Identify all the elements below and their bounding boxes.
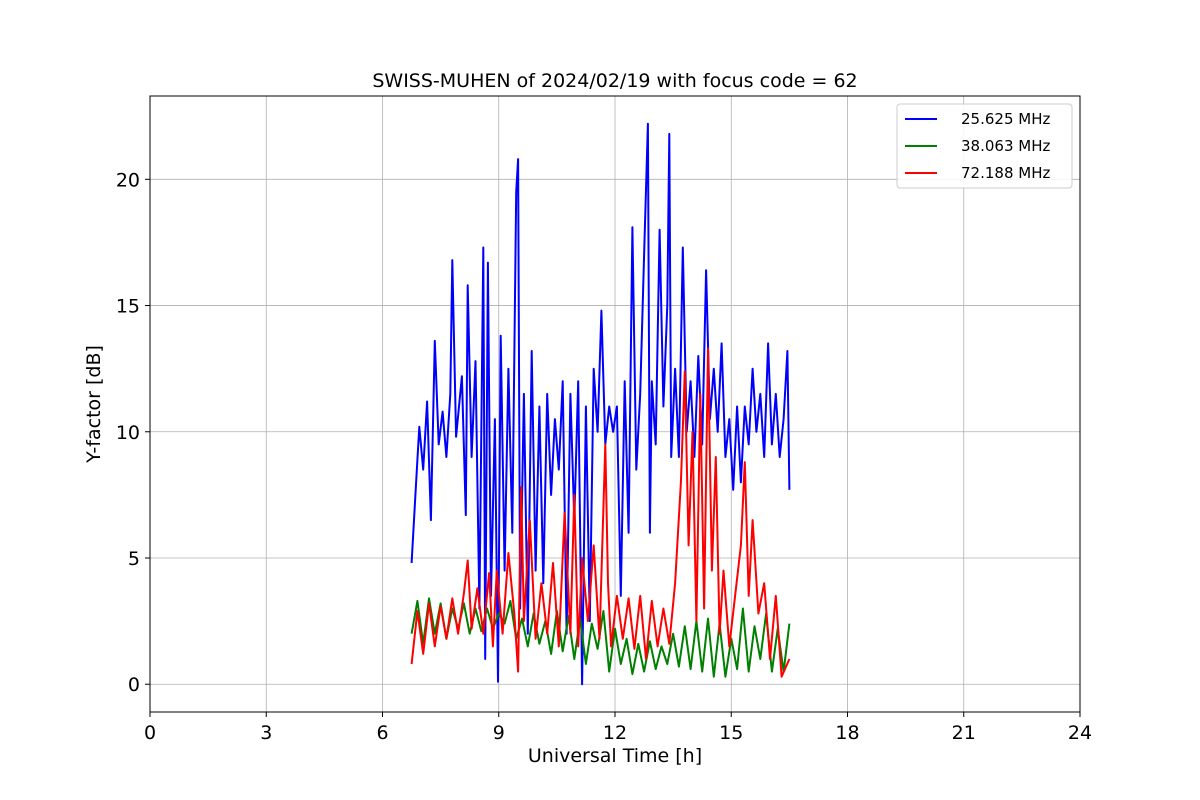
y-tick-label: 20 xyxy=(116,169,140,191)
ticks: 0 3 6 9 12 15 18 21 24 0 5 10 15 20 xyxy=(116,169,1092,744)
y-tick-label: 0 xyxy=(128,674,140,696)
series-line-3 xyxy=(410,347,791,678)
x-tick-label: 3 xyxy=(260,722,272,744)
x-tick-label: 21 xyxy=(952,722,976,744)
x-axis-label: Universal Time [h] xyxy=(528,745,702,767)
x-tick-label: 18 xyxy=(835,722,859,744)
x-tick-label: 6 xyxy=(376,722,388,744)
series-lines xyxy=(410,122,791,686)
x-tick-label: 0 xyxy=(144,722,156,744)
y-axis-label: Y-factor [dB] xyxy=(83,345,105,464)
x-tick-label: 15 xyxy=(719,722,743,744)
series-line-1 xyxy=(410,122,791,686)
legend-label: 38.063 MHz xyxy=(961,137,1050,155)
legend: 25.625 MHz 38.063 MHz 72.188 MHz xyxy=(896,103,1073,189)
x-tick-label: 24 xyxy=(1068,722,1092,744)
x-tick-label: 12 xyxy=(603,722,627,744)
chart-title: SWISS-MUHEN of 2024/02/19 with focus cod… xyxy=(372,70,857,92)
legend-label: 72.188 MHz xyxy=(961,164,1050,182)
y-tick-label: 15 xyxy=(116,296,140,318)
legend-box xyxy=(896,103,1073,189)
legend-label: 25.625 MHz xyxy=(961,110,1050,128)
x-tick-label: 9 xyxy=(493,722,505,744)
y-tick-label: 5 xyxy=(128,548,140,570)
y-tick-label: 10 xyxy=(116,422,140,444)
